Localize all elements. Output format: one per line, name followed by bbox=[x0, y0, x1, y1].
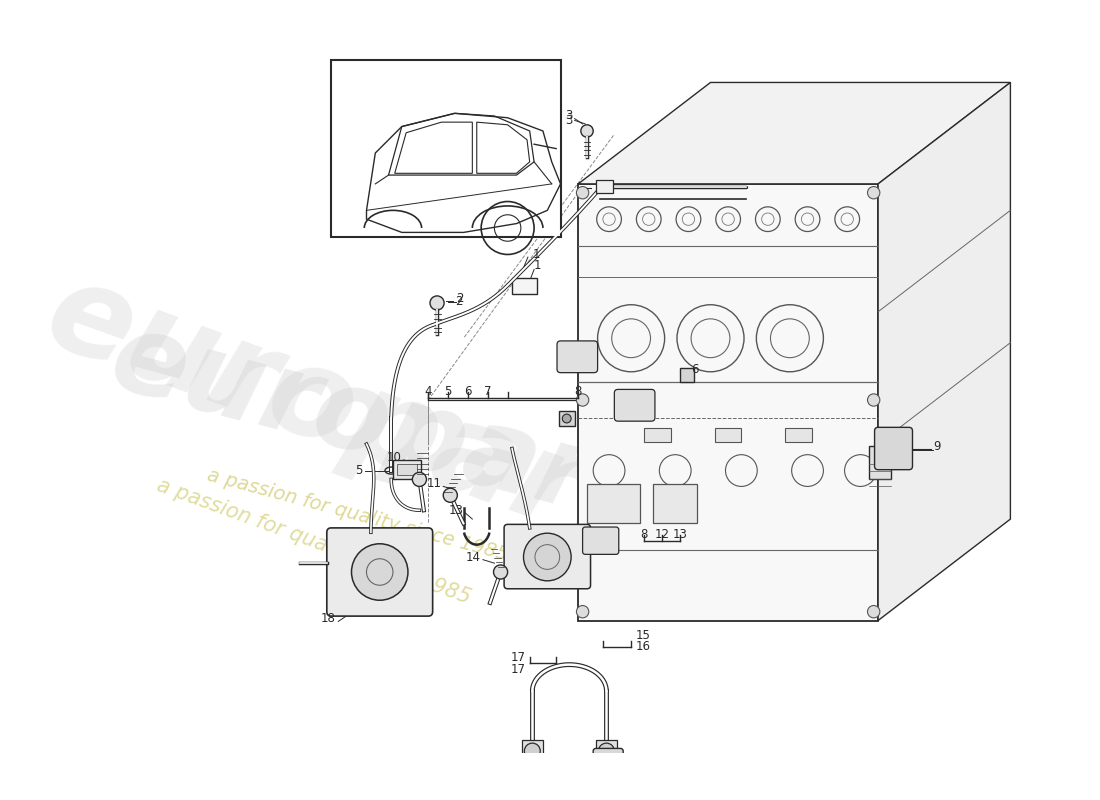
Circle shape bbox=[576, 186, 588, 199]
Polygon shape bbox=[579, 82, 1011, 184]
Circle shape bbox=[576, 606, 588, 618]
Text: 8: 8 bbox=[640, 528, 648, 541]
Text: 4: 4 bbox=[425, 385, 432, 398]
Text: 9: 9 bbox=[933, 440, 940, 454]
Circle shape bbox=[868, 394, 880, 406]
Text: 16: 16 bbox=[636, 641, 650, 654]
Text: europarts: europarts bbox=[30, 251, 720, 602]
Bar bbox=[680, 368, 694, 382]
Text: 5: 5 bbox=[444, 385, 451, 398]
Text: 2: 2 bbox=[456, 292, 464, 305]
Text: 2: 2 bbox=[454, 294, 462, 308]
Bar bbox=[596, 739, 617, 758]
Bar bbox=[653, 484, 697, 523]
Text: 18: 18 bbox=[321, 612, 336, 626]
Text: 6: 6 bbox=[691, 362, 698, 376]
Polygon shape bbox=[579, 184, 878, 621]
Circle shape bbox=[868, 186, 880, 199]
Bar bbox=[785, 428, 812, 442]
Bar bbox=[331, 61, 561, 237]
Text: 12: 12 bbox=[654, 528, 670, 541]
Circle shape bbox=[525, 743, 540, 759]
Bar bbox=[397, 464, 417, 475]
Bar bbox=[559, 410, 574, 426]
Circle shape bbox=[868, 606, 880, 618]
Text: a passion for quality since 1985: a passion for quality since 1985 bbox=[205, 466, 510, 564]
Text: europarts: europarts bbox=[100, 304, 721, 566]
FancyBboxPatch shape bbox=[557, 341, 597, 373]
FancyBboxPatch shape bbox=[504, 524, 591, 589]
Bar bbox=[715, 428, 741, 442]
Text: 1: 1 bbox=[532, 248, 540, 261]
Text: 3: 3 bbox=[565, 110, 573, 122]
FancyBboxPatch shape bbox=[327, 528, 432, 616]
Bar bbox=[512, 278, 537, 294]
Text: 6: 6 bbox=[464, 385, 472, 398]
Bar bbox=[869, 446, 891, 479]
Text: 13: 13 bbox=[672, 528, 688, 541]
Circle shape bbox=[524, 533, 571, 581]
Text: 7: 7 bbox=[484, 385, 492, 398]
Circle shape bbox=[430, 296, 444, 310]
Text: 8: 8 bbox=[574, 385, 582, 398]
Circle shape bbox=[412, 472, 427, 486]
Circle shape bbox=[352, 544, 408, 600]
Text: 13: 13 bbox=[449, 504, 463, 517]
Text: 14: 14 bbox=[466, 550, 481, 563]
Circle shape bbox=[581, 125, 593, 137]
Bar bbox=[521, 739, 543, 758]
Circle shape bbox=[562, 414, 571, 423]
FancyBboxPatch shape bbox=[593, 749, 624, 773]
Circle shape bbox=[598, 743, 615, 759]
Bar bbox=[645, 428, 671, 442]
Circle shape bbox=[443, 488, 458, 502]
Text: 17: 17 bbox=[510, 651, 526, 664]
Text: 5: 5 bbox=[354, 464, 362, 477]
FancyBboxPatch shape bbox=[583, 527, 619, 554]
Bar bbox=[587, 484, 640, 523]
Bar bbox=[393, 460, 421, 479]
Circle shape bbox=[576, 394, 588, 406]
Text: a passion for quality since 1985: a passion for quality since 1985 bbox=[154, 475, 473, 607]
Polygon shape bbox=[878, 82, 1011, 621]
Text: 11: 11 bbox=[427, 478, 441, 490]
Text: 3: 3 bbox=[565, 114, 573, 127]
Text: 10: 10 bbox=[387, 451, 402, 464]
FancyBboxPatch shape bbox=[615, 390, 654, 421]
Bar bbox=[596, 180, 614, 193]
Circle shape bbox=[494, 565, 507, 579]
Text: 15: 15 bbox=[636, 629, 650, 642]
Text: 1: 1 bbox=[535, 259, 541, 273]
FancyBboxPatch shape bbox=[874, 427, 913, 470]
Text: 17: 17 bbox=[510, 662, 526, 675]
